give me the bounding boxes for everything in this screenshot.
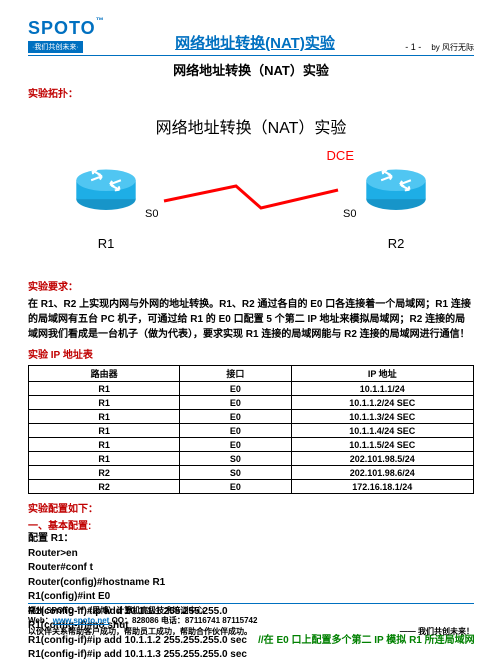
r1-iface: S0	[145, 208, 158, 220]
footer-web-link[interactable]: www.spoto.net	[53, 616, 110, 625]
config-label: 实验配置如下：	[28, 500, 474, 515]
table-cell: R1	[29, 452, 180, 466]
table-row: R1E010.1.1.4/24 SEC	[29, 424, 474, 438]
router-icon	[71, 160, 141, 214]
table-row: R1E010.1.1.3/24 SEC	[29, 410, 474, 424]
router-icon	[361, 160, 431, 214]
r1-label: R1	[98, 236, 115, 251]
header-title: 网络地址转换(NAT)实验	[105, 32, 406, 53]
basic-config-label: 一、基本配置:	[28, 517, 474, 532]
table-cell: 10.1.1.2/24 SEC	[291, 396, 473, 410]
logo-tm: ™	[96, 16, 105, 25]
logo-subtitle: ·我们共创未来·	[28, 41, 83, 53]
table-cell: 10.1.1.1/24	[291, 382, 473, 396]
logo-text: SPOTO™	[28, 18, 105, 39]
ip-address-table: 路由器 接口 IP 地址 R1E010.1.1.1/24R1E010.1.1.2…	[28, 365, 474, 494]
table-cell: 202.101.98.5/24	[291, 452, 473, 466]
requirement-text: 在 R1、R2 上实现内网与外网的地址转换。R1、R2 通过各自的 E0 口各连…	[28, 297, 474, 342]
col-interface: 接口	[180, 366, 291, 382]
table-cell: 172.16.18.1/24	[291, 480, 473, 494]
table-cell: 10.1.1.4/24 SEC	[291, 424, 473, 438]
table-cell: E0	[180, 438, 291, 452]
table-cell: E0	[180, 424, 291, 438]
footer-line3: 以伙伴关系帮助客户成功，帮助员工成功，帮助合作伙伴成功。 —— 我们共创未来！	[28, 627, 474, 637]
diagram-title: 网络地址转换（NAT）实验	[28, 114, 474, 138]
footer-org: 福州 SPOTO ™（思博）计算机高级技术培训中心	[28, 606, 204, 615]
table-cell: S0	[180, 466, 291, 480]
requirement-label: 实验要求：	[28, 278, 474, 293]
table-cell: R1	[29, 410, 180, 424]
config-line: Router(config)#hostname R1	[28, 576, 474, 591]
table-cell: E0	[180, 382, 291, 396]
table-cell: S0	[180, 452, 291, 466]
table-header-row: 路由器 接口 IP 地址	[29, 366, 474, 382]
page-footer: 福州 SPOTO ™（思博）计算机高级技术培训中心 Web：www.spoto.…	[28, 603, 474, 637]
table-row: R1E010.1.1.5/24 SEC	[29, 438, 474, 452]
table-cell: E0	[180, 410, 291, 424]
col-router: 路由器	[29, 366, 180, 382]
ip-table-label: 实验 IP 地址表	[28, 346, 474, 361]
table-cell: R1	[29, 438, 180, 452]
table-cell: R2	[29, 480, 180, 494]
page-number: - 1 -	[405, 42, 421, 52]
config-line: Router#conf t	[28, 561, 474, 576]
table-cell: R1	[29, 382, 180, 396]
r2-iface: S0	[343, 208, 356, 220]
table-row: R2E0172.16.18.1/24	[29, 480, 474, 494]
router-r1: S0 R1	[71, 160, 141, 251]
table-cell: E0	[180, 396, 291, 410]
table-cell: 10.1.1.5/24 SEC	[291, 438, 473, 452]
footer-slogan: 以伙伴关系帮助客户成功，帮助员工成功，帮助合作伙伴成功。	[28, 627, 252, 636]
footer-line1: 福州 SPOTO ™（思博）计算机高级技术培训中心	[28, 606, 474, 616]
document-subtitle: 网络地址转换（NAT）实验	[28, 60, 474, 79]
config-line: Router>en	[28, 547, 474, 562]
footer-contact: QQ：828086 电话：87116741 87115742	[109, 616, 257, 625]
col-ip: IP 地址	[291, 366, 473, 382]
footer-web-label: Web：	[28, 616, 53, 625]
table-cell: R2	[29, 466, 180, 480]
router-r2: S0 R2	[361, 160, 431, 251]
footer-line2: Web：www.spoto.net QQ：828086 电话：87116741 …	[28, 616, 474, 626]
network-diagram: DCE S0 R1 S0	[28, 150, 474, 260]
table-cell: R1	[29, 396, 180, 410]
table-row: R1E010.1.1.1/24	[29, 382, 474, 396]
table-cell: R1	[29, 424, 180, 438]
table-cell: 202.101.98.6/24	[291, 466, 473, 480]
serial-link	[156, 176, 346, 216]
logo-main: SPOTO	[28, 18, 96, 38]
author: by 风行无际	[431, 43, 474, 52]
table-cell: 10.1.1.3/24 SEC	[291, 410, 473, 424]
topology-label: 实验拓扑：	[28, 85, 474, 100]
logo: SPOTO™ ·我们共创未来·	[28, 18, 105, 53]
config-r1-label: 配置 R1：	[28, 532, 474, 547]
page-header: SPOTO™ ·我们共创未来· 网络地址转换(NAT)实验 - 1 - by 风…	[28, 18, 474, 56]
dce-label: DCE	[327, 148, 354, 163]
table-cell: E0	[180, 480, 291, 494]
footer-motto: —— 我们共创未来！	[400, 627, 474, 637]
r2-label: R2	[388, 236, 405, 251]
table-row: R1E010.1.1.2/24 SEC	[29, 396, 474, 410]
config-line: R1(config-if)#ip add 10.1.1.3 255.255.25…	[28, 648, 474, 663]
table-row: R2S0202.101.98.6/24	[29, 466, 474, 480]
header-right: - 1 - by 风行无际	[405, 42, 474, 53]
table-row: R1S0202.101.98.5/24	[29, 452, 474, 466]
